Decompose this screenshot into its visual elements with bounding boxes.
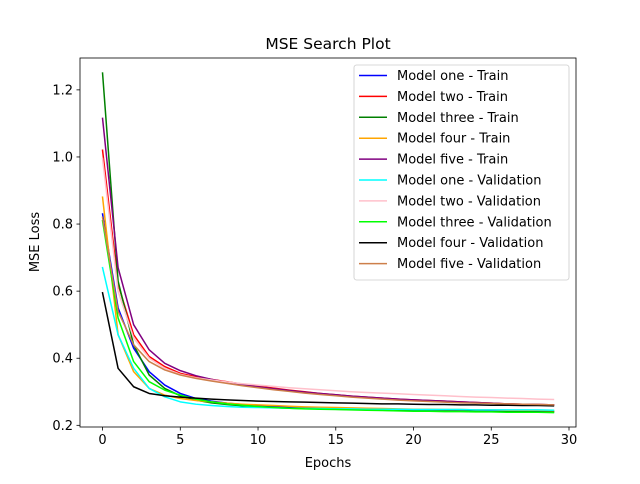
x-tick-label: 0 <box>98 433 106 448</box>
x-tick-label: 25 <box>483 433 500 448</box>
chart-title: MSE Search Plot <box>265 35 390 53</box>
plot-area <box>101 72 555 414</box>
legend-label: Model five - Train <box>397 153 508 168</box>
legend-label: Model four - Train <box>397 132 510 147</box>
series-line-8 <box>101 219 555 414</box>
y-tick-label: 0.6 <box>52 285 73 300</box>
series-line-7 <box>101 157 555 401</box>
x-tick-label: 10 <box>250 433 267 448</box>
legend-label: Model five - Validation <box>397 257 541 272</box>
legend-label: Model one - Train <box>397 69 509 84</box>
x-tick-label: 15 <box>328 433 345 448</box>
y-axis: 0.2 0.4 0.6 0.8 1.0 1.2 <box>52 83 80 434</box>
axes-border <box>79 57 577 428</box>
y-tick-label: 1.2 <box>52 83 73 98</box>
x-tick-label: 30 <box>561 433 578 448</box>
y-tick-label: 0.8 <box>52 218 73 233</box>
x-tick-label: 20 <box>405 433 422 448</box>
legend-box <box>353 64 570 281</box>
y-axis-label: MSE Loss <box>28 212 43 273</box>
legend: Model one - Train Model two - Train Model … <box>353 64 570 281</box>
legend-label: Model one - Validation <box>397 174 542 189</box>
legend-label: Model four - Validation <box>397 236 543 251</box>
x-axis: 0 5 10 15 20 25 30 <box>98 427 577 448</box>
y-tick-label: 1.0 <box>52 150 73 165</box>
legend-label: Model two - Train <box>397 90 508 105</box>
legend-label: Model two - Validation <box>397 194 541 209</box>
y-tick-label: 0.2 <box>52 419 73 434</box>
x-axis-label: Epochs <box>305 456 352 471</box>
x-tick-label: 5 <box>176 433 184 448</box>
axes-frame <box>79 57 577 428</box>
series-line-9 <box>101 291 555 407</box>
y-tick-label: 0.4 <box>52 352 73 367</box>
legend-label: Model three - Validation <box>397 215 552 230</box>
legend-label: Model three - Train <box>397 111 519 126</box>
series-line-10 <box>101 216 555 406</box>
